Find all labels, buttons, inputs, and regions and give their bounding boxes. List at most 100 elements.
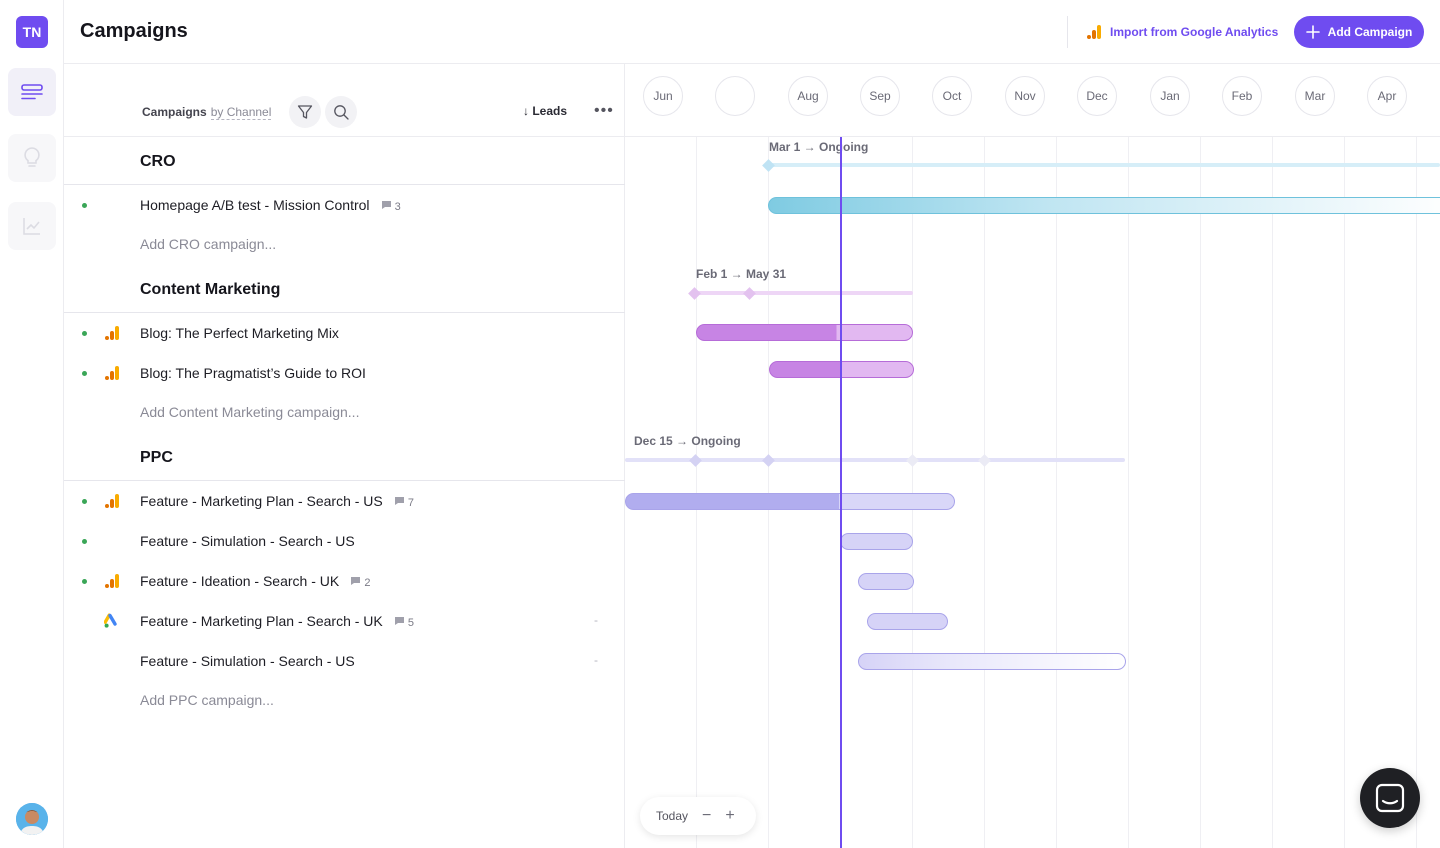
- month-marker[interactable]: Dec: [1077, 76, 1117, 116]
- sort-label: Leads: [532, 104, 568, 118]
- workspace-logo[interactable]: TN: [16, 16, 48, 48]
- milestone-diamond[interactable]: [689, 454, 702, 467]
- campaigns-label: Campaigns: [142, 105, 207, 119]
- status-active-dot: [82, 579, 87, 584]
- campaign-row[interactable]: Feature - Marketing Plan - Search - UK 5…: [64, 601, 625, 641]
- month-marker[interactable]: Oct: [932, 76, 972, 116]
- milestone-diamond[interactable]: [762, 454, 775, 467]
- campaign-name: Feature - Marketing Plan - Search - UK 5: [140, 613, 415, 629]
- campaign-bar[interactable]: [768, 197, 1440, 214]
- month-marker[interactable]: Jun: [643, 76, 683, 116]
- campaign-row[interactable]: Feature - Ideation - Search - UK 2: [64, 561, 625, 601]
- campaign-row[interactable]: Feature - Simulation - Search - US: [64, 521, 625, 561]
- plus-icon: [1305, 25, 1320, 39]
- month-marker[interactable]: Feb: [1222, 76, 1262, 116]
- campaign-row[interactable]: Homepage A/B test - Mission Control 3: [64, 185, 625, 225]
- nav-analytics[interactable]: [8, 202, 56, 250]
- list-icon: [21, 84, 43, 100]
- sort-by-leads-button[interactable]: ↓ Leads: [523, 104, 567, 118]
- campaign-row[interactable]: Feature - Marketing Plan - Search - US 7: [64, 481, 625, 521]
- group-divider: [64, 312, 625, 313]
- comment-icon: [351, 577, 361, 585]
- add-ppc-campaign[interactable]: Add PPC campaign...: [140, 692, 274, 708]
- lightbulb-icon: [24, 147, 40, 167]
- campaign-list: Campaigns by Channel ↓ Leads ••• CRO Home…: [64, 64, 625, 848]
- today-button[interactable]: Today: [656, 809, 689, 823]
- zoom-out-button[interactable]: −: [702, 807, 712, 824]
- campaign-name: Blog: The Perfect Marketing Mix: [140, 325, 339, 341]
- group-range-track: [625, 458, 1125, 462]
- comment-icon: [394, 497, 404, 505]
- import-label: Import from Google Analytics: [1110, 25, 1279, 39]
- nav-ideas[interactable]: [8, 134, 56, 182]
- google-analytics-icon: [105, 366, 119, 380]
- campaign-name: Blog: The Pragmatist’s Guide to ROI: [140, 365, 366, 381]
- page-header: Campaigns Import from Google Analytics A…: [64, 0, 1440, 64]
- add-campaign-label: Add Campaign: [1327, 25, 1413, 39]
- milestone-diamond[interactable]: [688, 287, 701, 300]
- month-marker[interactable]: Mar: [1295, 76, 1335, 116]
- timeline[interactable]: Jun Aug Sep Oct Nov Dec Jan Feb Mar Apr …: [625, 64, 1440, 848]
- range-label: Mar 1 → Ongoing: [769, 140, 869, 154]
- campaign-row[interactable]: Feature - Simulation - Search - US -: [64, 641, 625, 681]
- more-options-button[interactable]: •••: [594, 102, 614, 119]
- add-cro-campaign[interactable]: Add CRO campaign...: [140, 236, 277, 252]
- leads-value: -: [594, 653, 598, 667]
- milestone-diamond[interactable]: [743, 287, 756, 300]
- month-marker[interactable]: Aug: [788, 76, 828, 116]
- google-ads-icon: [104, 613, 117, 628]
- month-marker[interactable]: Apr: [1367, 76, 1407, 116]
- add-content-marketing-campaign[interactable]: Add Content Marketing campaign...: [140, 404, 360, 420]
- campaign-name: Feature - Simulation - Search - US: [140, 653, 355, 669]
- add-campaign-button[interactable]: Add Campaign: [1294, 16, 1424, 48]
- campaign-bar[interactable]: [858, 653, 1126, 670]
- chart-icon: [23, 218, 40, 235]
- chat-launcher-button[interactable]: [1360, 768, 1420, 828]
- search-button[interactable]: [325, 96, 357, 128]
- comment-count[interactable]: 2: [347, 577, 370, 589]
- campaign-bar[interactable]: [625, 493, 955, 510]
- comment-count[interactable]: 3: [378, 201, 401, 213]
- today-marker-line: [840, 137, 842, 848]
- milestone-diamond[interactable]: [762, 159, 775, 172]
- zoom-in-button[interactable]: +: [725, 807, 735, 824]
- grouping-label: Campaigns by Channel: [142, 105, 272, 120]
- google-analytics-icon: [105, 494, 119, 508]
- campaign-row[interactable]: Blog: The Perfect Marketing Mix: [64, 313, 625, 353]
- milestone-diamond[interactable]: [906, 454, 919, 467]
- gridline: [768, 137, 769, 848]
- month-marker[interactable]: Sep: [860, 76, 900, 116]
- campaign-bar[interactable]: [858, 573, 914, 590]
- group-divider: [64, 480, 625, 481]
- group-by-selector[interactable]: by Channel: [210, 105, 272, 120]
- gridline: [1272, 137, 1273, 848]
- group-title[interactable]: PPC: [140, 449, 173, 466]
- month-marker[interactable]: [715, 76, 755, 116]
- header-divider: [1067, 16, 1068, 48]
- comment-count[interactable]: 7: [391, 497, 414, 509]
- campaign-name: Homepage A/B test - Mission Control 3: [140, 197, 401, 213]
- group-title[interactable]: Content Marketing: [140, 281, 281, 298]
- group-title[interactable]: CRO: [140, 153, 176, 170]
- comment-icon: [381, 201, 391, 209]
- campaign-bar[interactable]: [840, 533, 913, 550]
- campaign-bar[interactable]: [867, 613, 948, 630]
- campaign-row[interactable]: Blog: The Pragmatist’s Guide to ROI: [64, 353, 625, 393]
- page-title: Campaigns: [80, 20, 188, 42]
- month-marker[interactable]: Jan: [1150, 76, 1190, 116]
- status-active-dot: [82, 331, 87, 336]
- status-active-dot: [82, 499, 87, 504]
- campaign-name: Feature - Simulation - Search - US: [140, 533, 355, 549]
- comment-count[interactable]: 5: [391, 617, 414, 629]
- milestone-diamond[interactable]: [978, 454, 991, 467]
- range-label: Dec 15 → Ongoing: [634, 434, 741, 448]
- gridline: [1416, 137, 1417, 848]
- import-google-analytics-link[interactable]: Import from Google Analytics: [1086, 22, 1278, 42]
- nav-campaigns[interactable]: [8, 68, 56, 116]
- campaign-bar[interactable]: [696, 324, 913, 341]
- month-marker[interactable]: Nov: [1005, 76, 1045, 116]
- zoom-controls: Today − +: [640, 797, 756, 835]
- filter-button[interactable]: [289, 96, 321, 128]
- google-analytics-icon: [105, 326, 119, 340]
- user-avatar[interactable]: [16, 803, 48, 835]
